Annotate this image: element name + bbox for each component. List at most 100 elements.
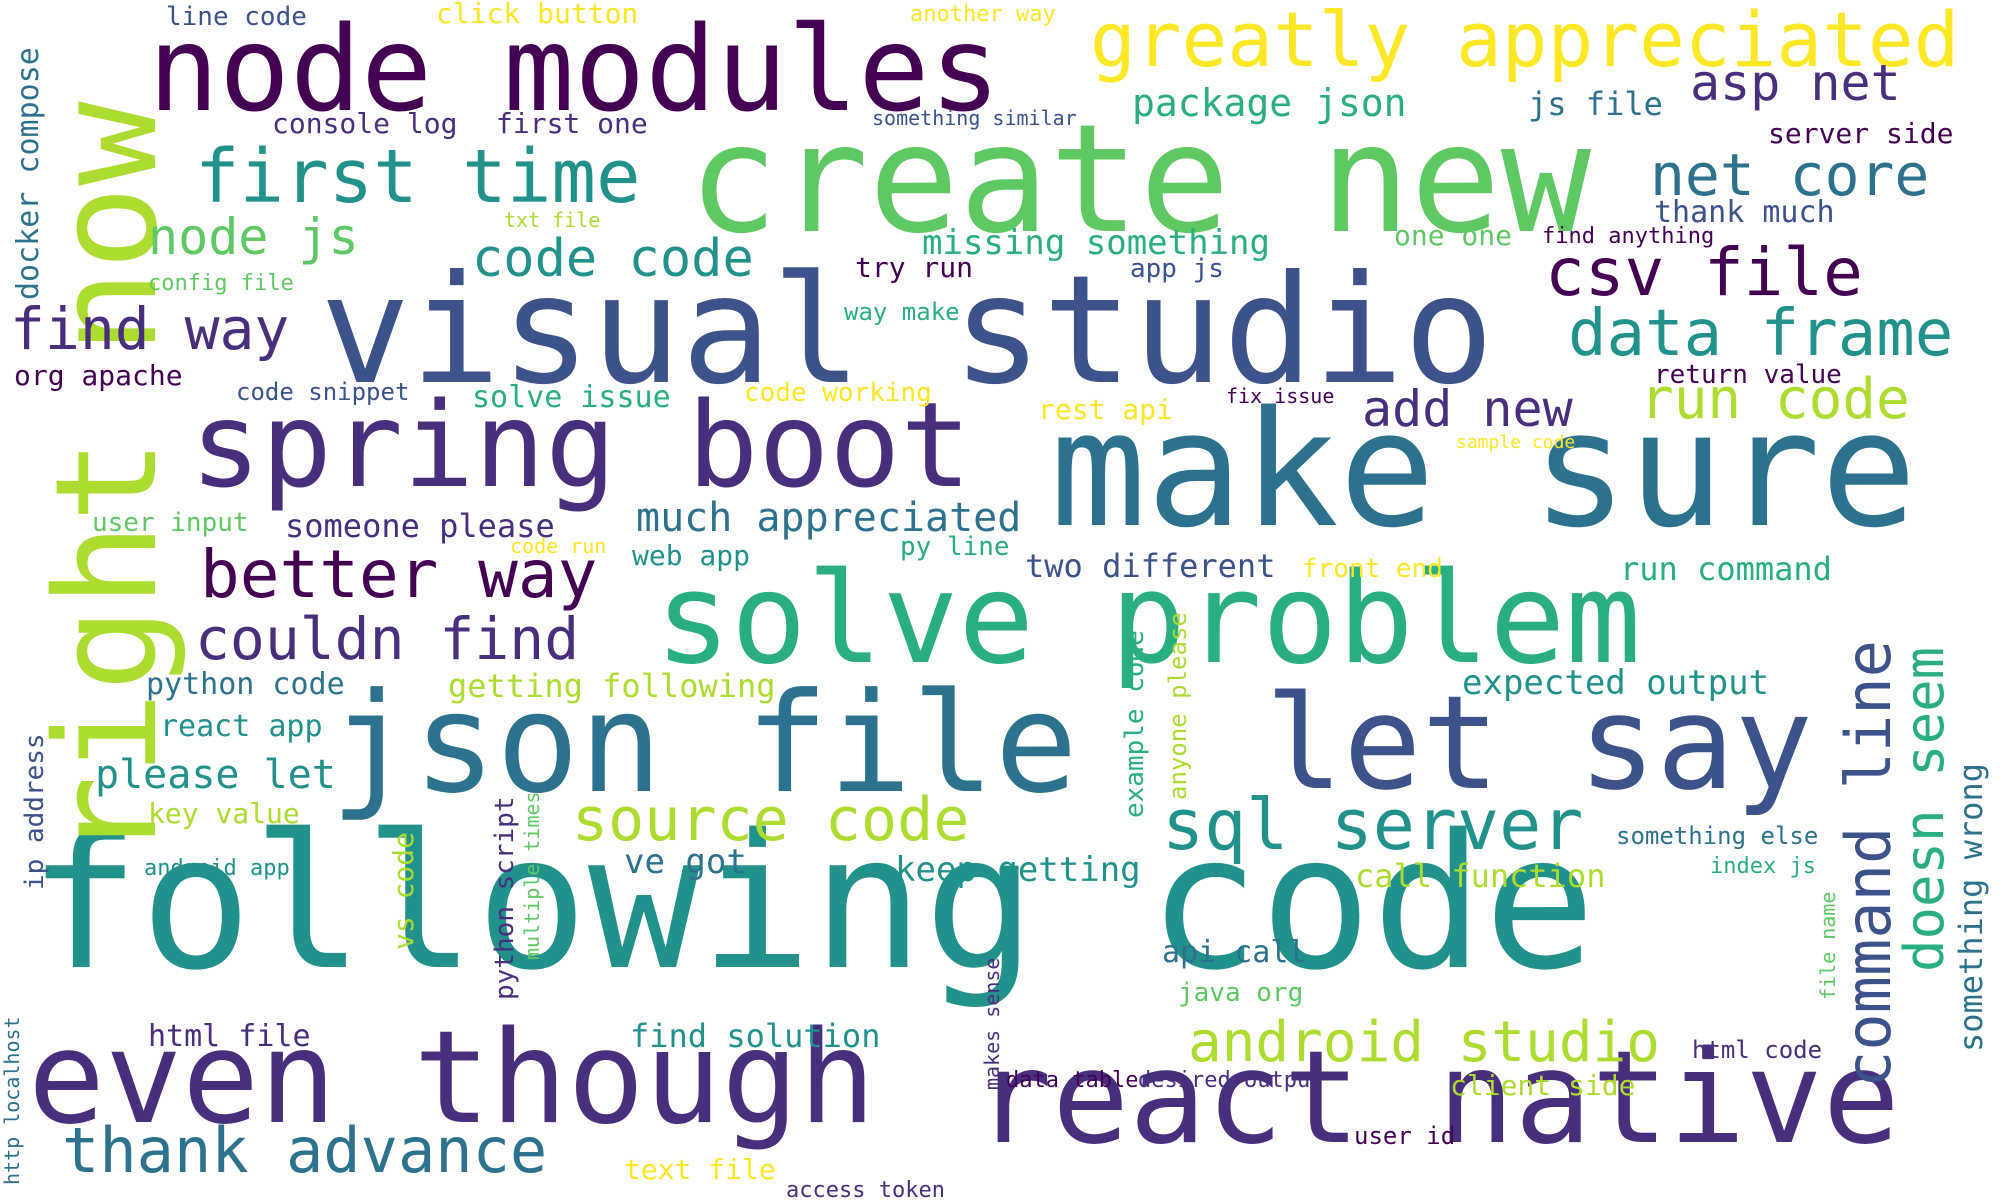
word: something else [1616, 822, 1819, 850]
word: let say [1265, 667, 1813, 819]
word: android app [144, 856, 290, 881]
word: ip address [20, 733, 50, 890]
word: index js [1710, 854, 1816, 879]
word: multiple times [520, 791, 544, 960]
word: thank advance [62, 1114, 548, 1187]
word: two different [1025, 547, 1276, 585]
word: missing something [922, 223, 1270, 263]
word: file name [1816, 891, 1840, 1000]
word: find way [10, 295, 290, 363]
word: keep getting [895, 850, 1141, 890]
word: server side [1768, 117, 1954, 150]
word: try run [855, 251, 974, 284]
word: java org [1178, 978, 1304, 1008]
word: python code [146, 667, 345, 702]
word: even though [28, 1004, 876, 1153]
word: package json [1132, 81, 1407, 125]
word: call function [1355, 857, 1606, 895]
word: net core [1650, 141, 1930, 209]
word: front end [1302, 554, 1443, 584]
word: source code [572, 785, 970, 855]
word: first time [195, 134, 641, 220]
word: click button [436, 0, 639, 30]
word: spring boot [190, 376, 972, 514]
word: way make [844, 298, 960, 326]
word: python script [490, 796, 520, 1001]
word: code working [744, 378, 932, 408]
word: web app [632, 539, 751, 572]
word: solve problem [655, 545, 1642, 692]
word: user input [92, 508, 249, 538]
word: create new [688, 93, 1592, 267]
word: first one [496, 107, 648, 140]
word: fix issue [1226, 384, 1335, 408]
word: api call [1162, 935, 1307, 970]
word: app js [1130, 254, 1224, 284]
word: following code [28, 794, 1596, 1011]
word: visual studio [320, 244, 1494, 418]
word: anyone please [1164, 612, 1192, 800]
word: add new [1362, 380, 1573, 438]
word: something wrong [1952, 763, 1990, 1052]
word: ve got [624, 842, 747, 882]
word: http localhost [0, 1016, 24, 1185]
word: vs code [387, 831, 420, 950]
word: example code [1120, 630, 1150, 818]
word: js file [1528, 85, 1663, 123]
word: access token [786, 1178, 945, 1203]
word: code snippet [236, 378, 410, 406]
word: data frame [1568, 297, 1954, 371]
word: getting following [448, 667, 776, 705]
word: please let [95, 752, 336, 798]
word: asp net [1690, 54, 1901, 112]
word: react native [975, 1024, 1900, 1173]
word: another way [910, 2, 1056, 27]
word: find anything [1542, 224, 1715, 249]
word: json file [330, 663, 1078, 824]
word: py line [900, 532, 1010, 562]
word: html code [1692, 1036, 1823, 1064]
word: solve issue [472, 380, 671, 415]
word: code run [510, 534, 607, 558]
word: user id [1354, 1122, 1456, 1150]
word: android studio [1188, 1010, 1661, 1075]
word: one one [1394, 219, 1513, 252]
word: much appreciated [636, 495, 1022, 541]
word: find solution [630, 1017, 881, 1055]
word: sample code [1456, 432, 1576, 453]
word: greatly appreciated [1090, 0, 1960, 84]
word: react app [160, 709, 323, 744]
word: run command [1620, 550, 1832, 588]
word: client side [1450, 1069, 1636, 1102]
word: data table [1006, 1068, 1139, 1093]
word: org apache [14, 359, 183, 392]
word: make sure [1050, 376, 1917, 563]
word: csv file [1545, 234, 1863, 311]
word: html file [148, 1019, 311, 1054]
word: makes sense [980, 957, 1004, 1090]
word: key value [148, 797, 300, 830]
word: doesn seem [1893, 646, 1956, 972]
word: text file [624, 1153, 776, 1186]
word: sql server [1162, 784, 1584, 866]
word: expected output [1462, 663, 1770, 703]
word: rest api [1038, 393, 1173, 426]
word: config file [148, 271, 294, 296]
word: thank much [1654, 195, 1835, 230]
word: better way [200, 536, 598, 613]
word: something similar [872, 106, 1077, 130]
word: someone please [285, 507, 555, 545]
word: run code [1640, 367, 1910, 432]
word: code code [472, 229, 754, 289]
word: txt file [504, 208, 601, 232]
word: node js [148, 208, 359, 266]
word: return value [1654, 360, 1842, 390]
word: node modules [148, 0, 1001, 138]
word: line code [166, 2, 307, 32]
word: command line [1832, 640, 1905, 1088]
word: docker compose [11, 47, 46, 300]
word: desired output [1138, 1068, 1324, 1093]
word: console log [272, 107, 458, 140]
word: couldn find [195, 605, 580, 673]
